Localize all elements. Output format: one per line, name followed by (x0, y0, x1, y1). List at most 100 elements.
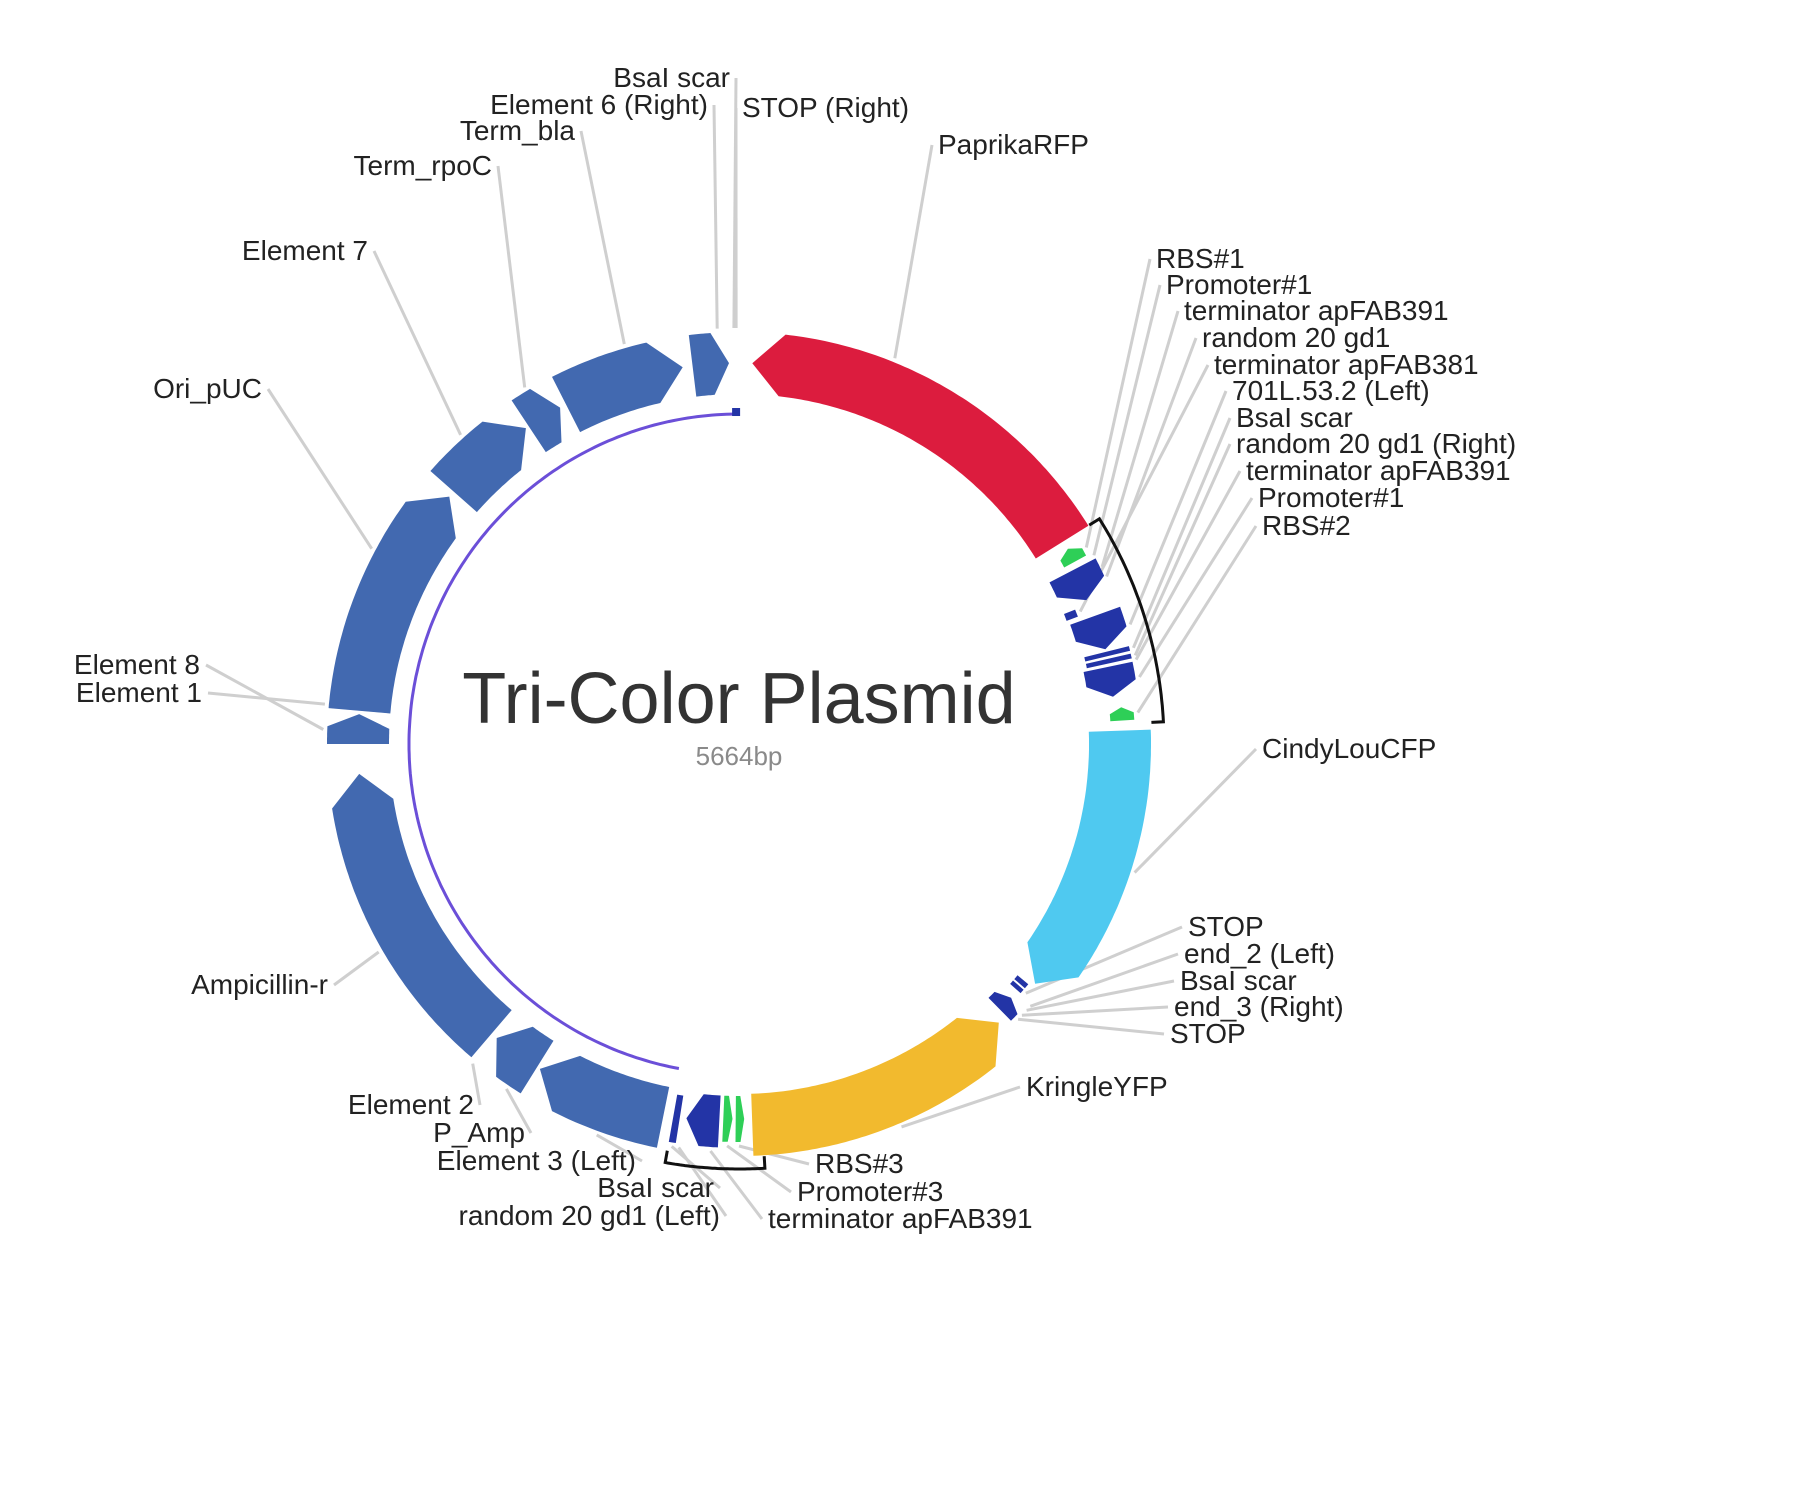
leader-ampicillin-r (333, 950, 380, 987)
feature-cindyloucfp (1027, 729, 1151, 984)
label-promoter1-a: Promoter#1 (1166, 269, 1312, 300)
feature-element6 (688, 333, 729, 397)
label-bsai-scar-top: BsaI scar (613, 62, 730, 93)
feature-navy-a (1049, 558, 1105, 601)
label-701l: 701L.53.2 (Left) (1232, 375, 1430, 406)
leader-end2-left (1029, 952, 1179, 1008)
leader-rbs3 (738, 1144, 810, 1166)
small-feature-mark (732, 408, 741, 417)
label-element7: Element 7 (242, 235, 368, 266)
leader-stop-a (1025, 925, 1183, 995)
label-term-rpoc: Term_rpoC (354, 150, 492, 181)
label-random20gd1-left: random 20 gd1 (Left) (459, 1200, 721, 1231)
feature-navy-e (1085, 653, 1132, 669)
feature-navy-k (668, 1094, 684, 1143)
label-stop-right: STOP (Right) (742, 92, 909, 123)
label-stop-b: STOP (1170, 1018, 1246, 1049)
label-terminator-apfab391-a: terminator apFAB391 (1184, 295, 1449, 326)
leader-promoter1-a (1092, 284, 1162, 556)
leader-term-bla (579, 130, 626, 345)
feature-navy-i (988, 991, 1018, 1021)
label-end3-right: end_3 (Right) (1174, 991, 1344, 1022)
feature-navy-g (1014, 975, 1029, 989)
ring-separator (328, 708, 391, 716)
label-promoter3: Promoter#3 (797, 1176, 943, 1207)
label-element2: Element 2 (348, 1089, 474, 1120)
feature-paprikarfp (752, 334, 1089, 559)
leader-701l (1128, 390, 1228, 625)
label-paprikarfp: PaprikaRFP (938, 129, 1089, 160)
label-p-amp: P_Amp (433, 1117, 525, 1148)
label-promoter1-b: Promoter#1 (1258, 482, 1404, 513)
feature-element7 (430, 421, 526, 513)
feature-navy-h (1010, 980, 1024, 994)
label-bsai-scar-mid: BsaI scar (1180, 965, 1297, 996)
feature-navy-j (686, 1094, 721, 1148)
feature-ring (327, 333, 1151, 1156)
label-terminator-apfab381: terminator apFAB381 (1214, 349, 1479, 380)
feature-element3 (539, 1055, 670, 1148)
leader-terminator-apfab391-c (709, 1150, 764, 1220)
feature-navy-b (1064, 609, 1078, 621)
label-element8: Element 8 (74, 649, 200, 680)
feature-oripuc (328, 496, 456, 714)
feature-green-b (1109, 707, 1135, 722)
label-random20gd1: random 20 gd1 (1202, 322, 1390, 353)
leader-rbs2 (1136, 525, 1258, 714)
leader-random20gd1-left (677, 1146, 728, 1217)
plasmid-length: 5664bp (696, 741, 783, 771)
label-end2-left: end_2 (Left) (1184, 938, 1335, 969)
leader-terminator-apfab391-a (1100, 310, 1180, 568)
label-ori-puc: Ori_pUC (153, 373, 262, 404)
leader-rbs1 (1084, 258, 1152, 548)
label-rbs1: RBS#1 (1156, 243, 1245, 274)
leader-p-amp (505, 1088, 533, 1134)
label-cindyloucfp: CindyLouCFP (1262, 733, 1436, 764)
label-rbs3: RBS#3 (815, 1148, 904, 1179)
leader-paprikarfp (893, 144, 934, 359)
leader-ori-puc (266, 388, 373, 550)
feature-ampicillin (332, 773, 512, 1058)
ring-separator (472, 1010, 514, 1060)
label-random20gd1-right: random 20 gd1 (Right) (1236, 428, 1516, 459)
leader-kringleyfp (901, 1085, 1021, 1129)
leader-random20gd1-right (1133, 443, 1232, 657)
inner-track (407, 412, 737, 1070)
leader-element6-right (712, 104, 719, 329)
label-stop-a: STOP (1188, 911, 1264, 942)
label-bsai-scar-right: BsaI scar (1236, 402, 1353, 433)
feature-pamp (496, 1026, 554, 1094)
leader-terminator-apfab391-b (1134, 470, 1242, 661)
group-bracket (1088, 516, 1165, 724)
label-ampicillin-r: Ampicillin-r (191, 969, 328, 1000)
label-rbs2: RBS#2 (1262, 510, 1351, 541)
feature-green-d (722, 1095, 733, 1142)
feature-termrpoc (511, 388, 562, 453)
leader-element1 (207, 691, 326, 706)
feature-green-c (735, 1096, 745, 1142)
label-kringleyfp: KringleYFP (1026, 1071, 1168, 1102)
leader-term-rpoc (496, 165, 527, 388)
feature-navy-c (1070, 606, 1127, 650)
label-element3-left: Element 3 (Left) (437, 1145, 636, 1176)
plasmid-title: Tri-Color Plasmid (462, 659, 1015, 739)
label-element1: Element 1 (76, 677, 202, 708)
feature-element8 (327, 714, 390, 744)
leader-bsai-scar-right (1132, 417, 1232, 649)
leader-element3-left (595, 1133, 643, 1163)
leader-element2 (471, 1063, 482, 1106)
ring-separator (547, 378, 579, 435)
feature-termbla (552, 342, 683, 433)
label-term-bla: Term_bla (460, 115, 576, 146)
feature-brackets (663, 516, 1165, 1171)
feature-navy-d (1084, 646, 1131, 662)
leader-end3-right (1021, 1005, 1169, 1017)
label-element6-right: Element 6 (Right) (490, 89, 708, 120)
group-bracket (663, 1150, 767, 1171)
leader-element7 (372, 250, 462, 436)
leader-stop-b (1017, 1017, 1165, 1036)
feature-kringleyfp (751, 1017, 999, 1156)
track-arc (407, 412, 737, 1070)
